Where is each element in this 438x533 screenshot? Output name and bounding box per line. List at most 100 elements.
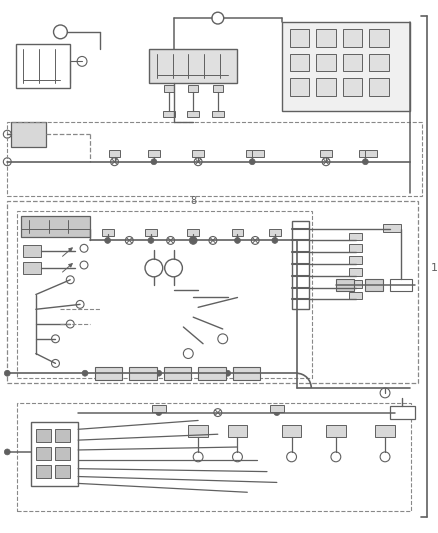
Bar — [281, 22, 409, 110]
Bar — [348, 232, 362, 240]
Bar — [342, 29, 362, 46]
Bar — [232, 367, 260, 380]
Circle shape — [104, 238, 110, 244]
Circle shape — [4, 370, 10, 376]
Bar — [36, 465, 50, 478]
Bar — [268, 229, 280, 236]
Text: 8: 8 — [190, 196, 196, 206]
Bar — [368, 29, 388, 46]
Circle shape — [80, 244, 88, 252]
Circle shape — [321, 158, 329, 166]
Bar — [281, 425, 301, 437]
Bar — [291, 221, 309, 309]
Circle shape — [82, 370, 88, 376]
Bar — [246, 150, 258, 157]
Bar — [129, 367, 156, 380]
Circle shape — [208, 237, 216, 244]
Bar — [198, 367, 225, 380]
Circle shape — [51, 359, 59, 367]
Bar — [23, 245, 41, 257]
Circle shape — [145, 259, 162, 277]
Bar — [23, 262, 41, 274]
Circle shape — [273, 410, 279, 416]
Circle shape — [110, 158, 118, 166]
Circle shape — [4, 158, 11, 166]
Circle shape — [4, 130, 11, 138]
Bar — [335, 279, 353, 290]
Bar — [148, 49, 237, 83]
Bar — [389, 279, 411, 290]
Bar — [289, 78, 309, 96]
Bar — [364, 150, 376, 157]
Circle shape — [379, 452, 389, 462]
Circle shape — [193, 452, 203, 462]
Circle shape — [76, 301, 84, 308]
Bar — [21, 216, 90, 238]
Bar — [319, 150, 331, 157]
Circle shape — [251, 237, 258, 244]
Bar — [11, 123, 46, 147]
Circle shape — [53, 25, 67, 39]
Bar — [145, 229, 156, 236]
Circle shape — [286, 452, 296, 462]
Bar — [315, 29, 335, 46]
Bar — [163, 85, 173, 92]
Bar — [95, 367, 122, 380]
Circle shape — [183, 349, 193, 359]
Bar — [188, 85, 198, 92]
Bar — [269, 405, 283, 411]
Circle shape — [212, 12, 223, 24]
Circle shape — [249, 159, 254, 165]
Circle shape — [4, 449, 10, 455]
Bar — [374, 425, 394, 437]
Circle shape — [271, 238, 277, 244]
Bar — [359, 150, 371, 157]
Bar — [368, 53, 388, 71]
Bar — [162, 110, 174, 117]
Circle shape — [189, 237, 197, 244]
Bar — [325, 425, 345, 437]
Bar — [252, 150, 263, 157]
Circle shape — [66, 276, 74, 284]
Bar — [188, 425, 208, 437]
Bar — [187, 229, 199, 236]
Bar — [348, 280, 362, 288]
Bar — [289, 29, 309, 46]
Bar — [382, 224, 400, 231]
Bar — [315, 78, 335, 96]
Bar — [152, 405, 165, 411]
Bar — [55, 447, 70, 460]
Bar — [289, 53, 309, 71]
Bar — [55, 465, 70, 478]
Bar — [348, 292, 362, 300]
Circle shape — [77, 56, 87, 66]
Bar — [7, 123, 421, 196]
Bar — [187, 110, 199, 117]
Bar — [7, 201, 417, 383]
Circle shape — [51, 335, 59, 343]
Bar — [108, 150, 120, 157]
Circle shape — [80, 261, 88, 269]
Bar — [315, 53, 335, 71]
Circle shape — [362, 159, 367, 165]
Bar — [348, 268, 362, 276]
Bar — [389, 406, 413, 419]
Circle shape — [217, 334, 227, 344]
Bar — [192, 150, 204, 157]
Bar — [163, 367, 191, 380]
Circle shape — [155, 410, 161, 416]
Circle shape — [125, 237, 133, 244]
Circle shape — [66, 320, 74, 328]
Bar — [102, 229, 113, 236]
Circle shape — [194, 158, 201, 166]
Bar — [36, 429, 50, 442]
Circle shape — [155, 370, 161, 376]
Bar — [17, 211, 311, 378]
Bar — [348, 244, 362, 252]
Circle shape — [213, 409, 221, 416]
Circle shape — [330, 452, 340, 462]
Bar — [348, 256, 362, 264]
Circle shape — [151, 159, 156, 165]
Text: 1: 1 — [430, 263, 437, 273]
Bar — [342, 53, 362, 71]
